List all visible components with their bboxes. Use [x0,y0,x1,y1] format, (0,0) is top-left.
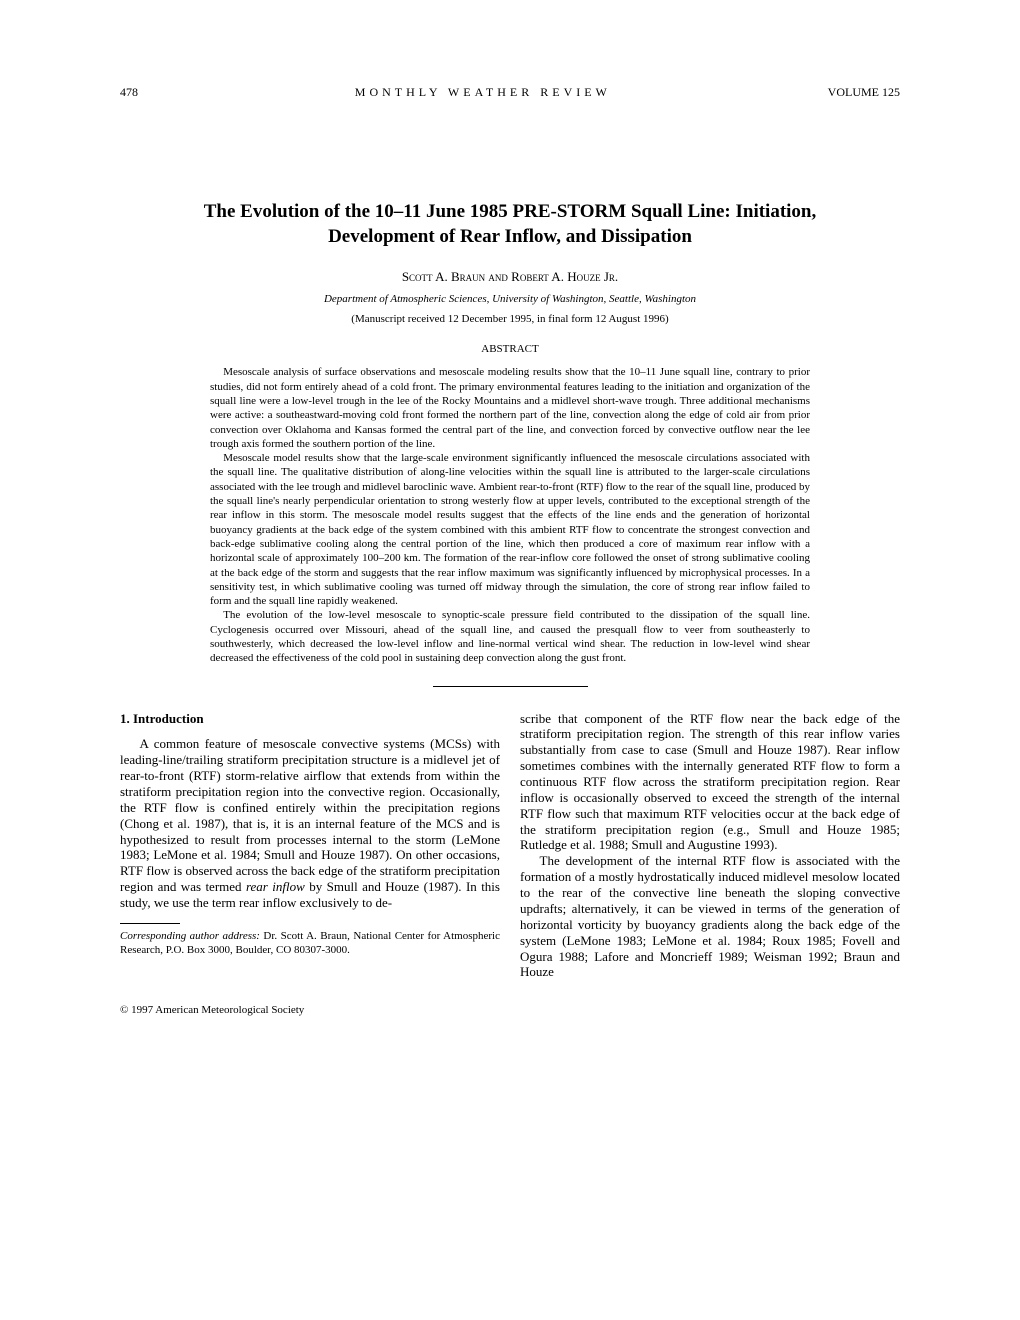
journal-name: MONTHLY WEATHER REVIEW [138,85,828,100]
page-container: 478 MONTHLY WEATHER REVIEW VOLUME 125 Th… [0,0,1020,1056]
para1-part-a: A common feature of mesoscale convective… [120,736,500,894]
volume-info: VOLUME 125 [828,85,900,100]
footnote-label: Corresponding author address: [120,930,260,942]
section-title: 1. Introduction [120,711,500,727]
corresponding-author: Corresponding author address: Dr. Scott … [120,930,500,958]
page-number: 478 [120,85,138,100]
copyright: © 1997 American Meteorological Society [120,1004,900,1016]
abstract-para-2: Mesoscale model results show that the la… [210,451,810,608]
abstract-block: Mesoscale analysis of surface observatio… [210,365,810,665]
body-para-2: scribe that component of the RTF flow ne… [520,711,900,854]
abstract-para-1: Mesoscale analysis of surface observatio… [210,365,810,451]
left-column: 1. Introduction A common feature of meso… [120,711,500,981]
volume-number: 125 [882,85,900,99]
footnote-rule [120,923,180,924]
article-title: The Evolution of the 10–11 June 1985 PRE… [170,200,850,249]
page-header: 478 MONTHLY WEATHER REVIEW VOLUME 125 [120,85,900,100]
right-column: scribe that component of the RTF flow ne… [520,711,900,981]
volume-label: VOLUME [828,85,879,99]
affiliation: Department of Atmospheric Sciences, Univ… [120,293,900,305]
manuscript-info: (Manuscript received 12 December 1995, i… [120,313,900,325]
body-para-1: A common feature of mesoscale convective… [120,736,500,910]
abstract-label: ABSTRACT [120,343,900,355]
section-divider [433,686,588,687]
rear-inflow-term: rear inflow [246,879,305,894]
body-para-3: The development of the internal RTF flow… [520,853,900,980]
body-columns: 1. Introduction A common feature of meso… [120,711,900,981]
abstract-para-3: The evolution of the low-level mesoscale… [210,608,810,665]
authors: Scott A. Braun and Robert A. Houze Jr. [120,269,900,285]
